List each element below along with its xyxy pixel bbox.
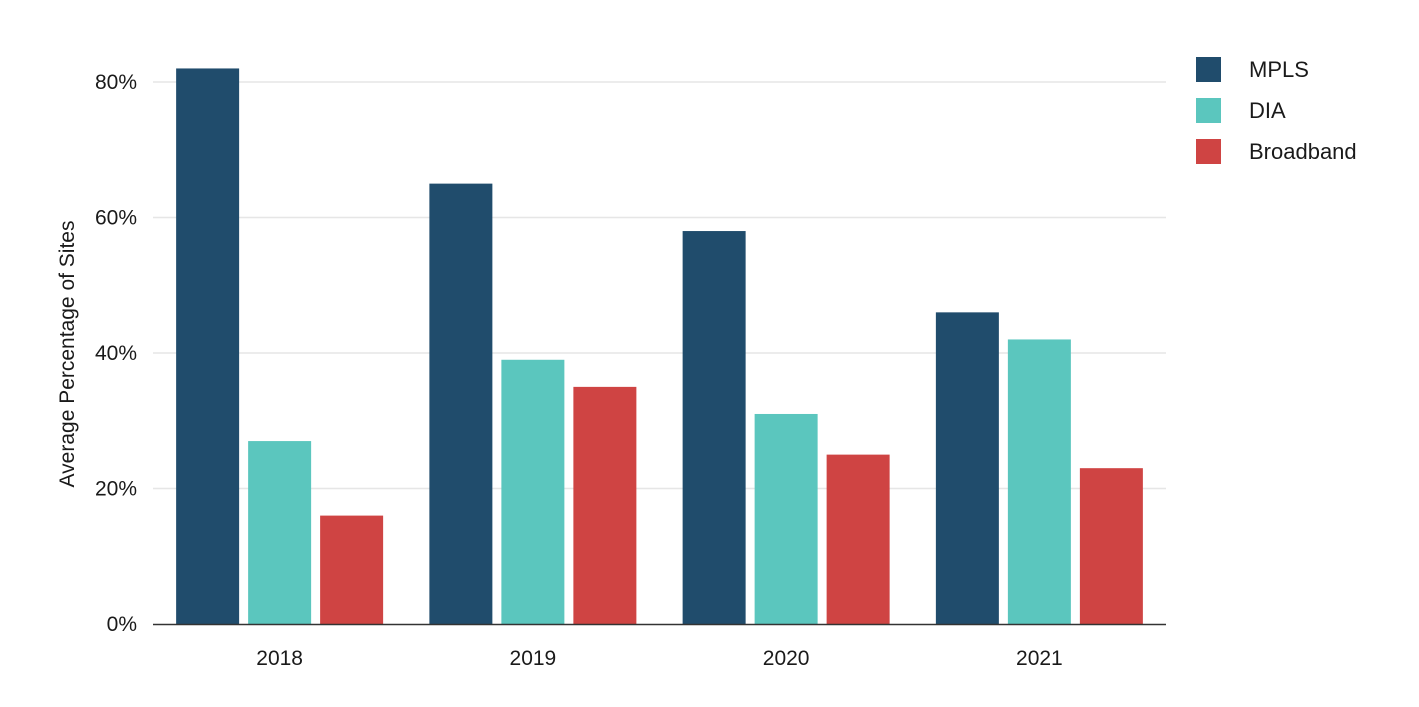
legend-label-mpls: MPLS <box>1249 57 1309 82</box>
y-axis-title: Average Percentage of Sites <box>56 221 79 488</box>
bar-dia-2019 <box>501 359 565 624</box>
x-tick-label: 2018 <box>256 647 303 670</box>
legend-swatch-mpls <box>1196 57 1221 82</box>
y-tick-label: 80% <box>95 71 137 94</box>
bar-mpls-2021 <box>935 312 999 624</box>
legend-label-broadband: Broadband <box>1249 139 1357 164</box>
y-tick-labels: 0% 20% 40% 60% 80% <box>95 71 137 636</box>
bar-mpls-2020 <box>682 231 746 625</box>
legend: MPLS DIA Broadband <box>1196 57 1357 164</box>
legend-label-dia: DIA <box>1249 98 1286 123</box>
legend-swatch-dia <box>1196 98 1221 123</box>
x-tick-labels: 2018 2019 2020 2021 <box>256 647 1062 670</box>
y-tick-label: 40% <box>95 342 137 365</box>
bar-broadband-2018 <box>320 515 384 624</box>
y-tick-label: 0% <box>107 613 137 636</box>
bar-mpls-2019 <box>429 183 493 624</box>
bar-broadband-2020 <box>826 454 890 624</box>
x-tick-label: 2019 <box>510 647 557 670</box>
x-tick-label: 2021 <box>1016 647 1063 670</box>
legend-swatch-broadband <box>1196 139 1221 164</box>
bars <box>176 68 1143 625</box>
y-tick-label: 20% <box>95 478 137 501</box>
bar-broadband-2019 <box>573 386 637 624</box>
y-tick-label: 60% <box>95 207 137 230</box>
x-tick-label: 2020 <box>763 647 810 670</box>
bar-broadband-2021 <box>1079 468 1143 624</box>
bar-dia-2020 <box>754 413 818 624</box>
bar-mpls-2018 <box>176 68 240 624</box>
bar-dia-2018 <box>248 441 312 624</box>
bar-dia-2021 <box>1007 339 1071 624</box>
